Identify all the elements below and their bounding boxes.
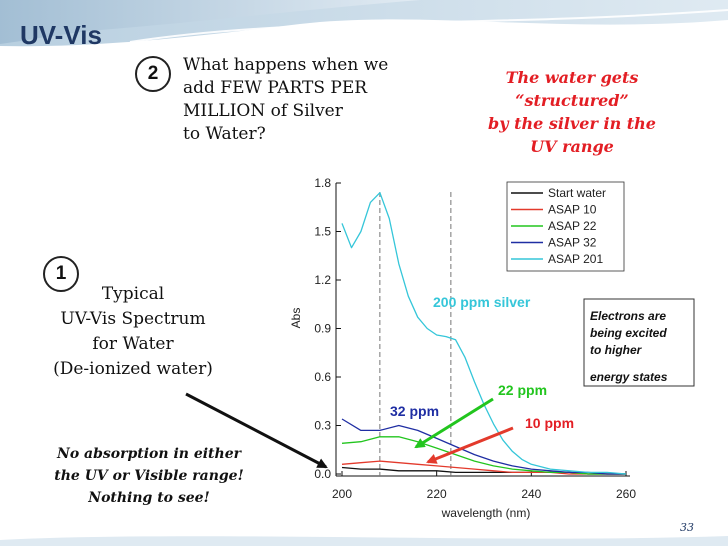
electrons-callout: Electrons are being excited to higher en…: [583, 298, 695, 387]
question-line: to Water?: [183, 124, 266, 144]
legend-label: ASAP 32: [548, 236, 597, 250]
annotation-200ppm: 200 ppm silver: [433, 294, 531, 310]
step-2-badge: 2: [135, 56, 171, 92]
no-abs-line: Nothing to see!: [88, 490, 210, 506]
x-tick-label: 240: [521, 487, 541, 501]
typical-spectrum-label: Typical UV-Vis Spectrum for Water (De-io…: [30, 282, 236, 382]
series-line: [341, 460, 626, 475]
y-tick-label: 1.8: [314, 176, 331, 190]
slide-heading: UV-Vis: [20, 20, 102, 50]
step-1-badge: 1: [43, 256, 79, 292]
callout-box: [583, 298, 695, 387]
annotation-22ppm: 22 ppm: [498, 382, 547, 398]
typical-line: Typical: [101, 284, 165, 304]
note-line: “structured”: [515, 91, 629, 110]
legend-label: ASAP 22: [548, 219, 597, 233]
typical-line: for Water: [92, 334, 174, 354]
x-tick-label: 260: [616, 487, 636, 501]
note-line: The water gets: [505, 68, 639, 87]
question-line: add FEW PARTS PER: [183, 78, 368, 98]
no-abs-line: No absorption in either: [57, 446, 241, 462]
callout-line: to higher: [590, 343, 643, 357]
callout-line: energy states: [590, 370, 668, 384]
structured-water-note: The water gets “structured” by the silve…: [452, 66, 692, 158]
question-line: MILLION of Silver: [183, 101, 343, 121]
x-tick-label: 200: [332, 487, 352, 501]
y-tick-label: 0.9: [314, 322, 331, 336]
question-line: What happens when we: [183, 55, 389, 75]
y-tick-label: 0.3: [314, 419, 331, 433]
annotation-10ppm: 10 ppm: [525, 415, 574, 431]
typical-line: (De-ionized water): [53, 359, 213, 379]
arrow-to-22ppm: [414, 397, 494, 449]
legend-label: Start water: [548, 186, 606, 200]
x-axis-title: wavelength (nm): [441, 506, 531, 520]
typical-line: UV-Vis Spectrum: [60, 309, 206, 329]
legend-label: ASAP 201: [548, 252, 603, 266]
y-tick-label: 1.5: [314, 225, 331, 239]
arrow-to-10ppm: [426, 426, 514, 464]
note-line: by the silver in the: [488, 114, 656, 133]
series-line: [341, 192, 627, 475]
legend-label: ASAP 10: [548, 203, 597, 217]
y-tick-label: 0.6: [314, 370, 331, 384]
question-text: What happens when we add FEW PARTS PER M…: [183, 54, 473, 146]
arrow-to-start-water: [185, 392, 328, 469]
no-absorption-note: No absorption in either the UV or Visibl…: [30, 443, 268, 509]
no-abs-line: the UV or Visible range!: [54, 468, 244, 484]
y-tick-label: 0.0: [314, 467, 331, 481]
page-number: 33: [680, 521, 694, 534]
note-line: UV range: [530, 137, 614, 156]
y-tick-label: 1.2: [314, 273, 331, 287]
series-line: [341, 436, 626, 475]
annotation-32ppm: 32 ppm: [390, 403, 439, 419]
callout-line: being excited: [590, 326, 667, 340]
legend: Start water ASAP 10 ASAP 22 ASAP 32 ASAP 201: [506, 181, 625, 272]
y-axis-title: Abs: [289, 308, 303, 329]
series-line: [341, 418, 626, 475]
callout-line: Electrons are: [590, 309, 666, 323]
x-tick-label: 220: [427, 487, 447, 501]
